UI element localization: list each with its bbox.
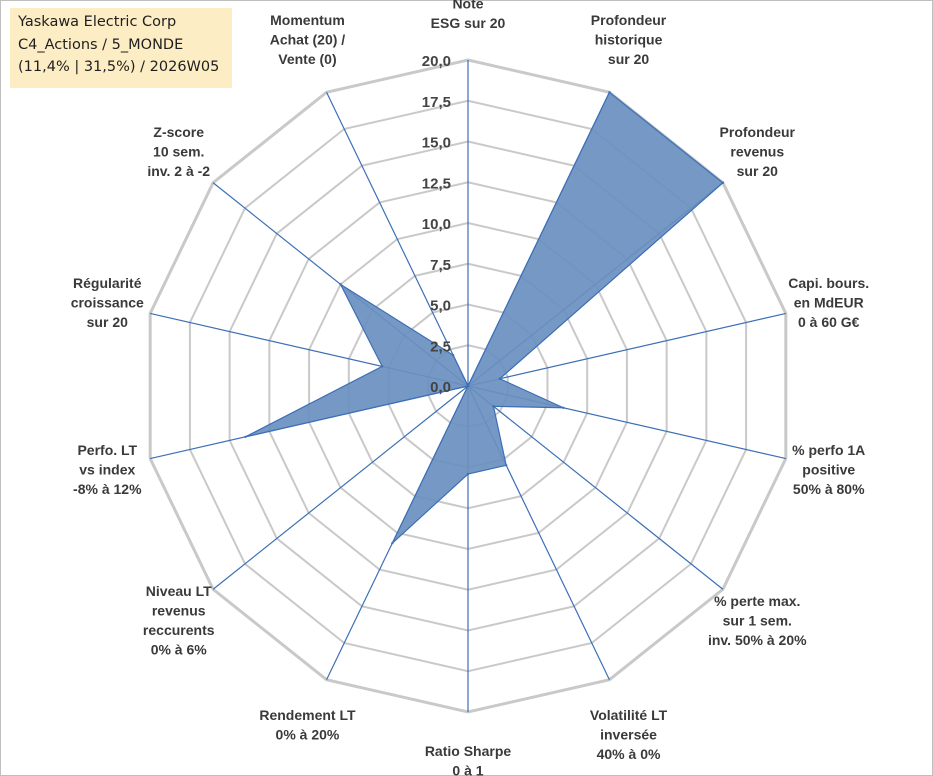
- axis-label: % perte max. sur 1 sem. inv. 50% à 20%: [708, 593, 807, 648]
- axis-spoke: [326, 92, 469, 387]
- data-point: [339, 283, 342, 286]
- axis-label-line: historique: [595, 31, 663, 47]
- tick-label: 15,0: [422, 135, 451, 152]
- axis-label-line: croissance: [71, 294, 144, 310]
- axis-label-line: 0% à 6%: [151, 642, 208, 658]
- axis-label: Rendement LT 0% à 20%: [259, 707, 356, 743]
- axis-label-line: inversée: [600, 727, 657, 743]
- axis-label: Volatilité LT inversée 40% à 0%: [590, 707, 668, 762]
- axis-label-line: inv. 2 à -2: [147, 163, 210, 179]
- axis-label-line: 0 à 1: [452, 763, 483, 776]
- axis-label-line: sur 20: [737, 163, 778, 179]
- tick-label: 5,0: [430, 298, 451, 315]
- axis-label-line: 10 sem.: [153, 144, 204, 160]
- data-point: [498, 377, 501, 380]
- tick-label: 20,0: [422, 53, 451, 70]
- data-point: [466, 472, 470, 476]
- axis-label: Régularité croissance sur 20: [71, 275, 144, 330]
- radial-tick-labels: 0,0 2,5 5,0 7,5 10,0 12,5 15,0 17,5 20,0: [422, 53, 451, 396]
- axis-label: Profondeur historique sur 20: [591, 12, 667, 67]
- data-point: [451, 353, 455, 357]
- axis-label: Perfo. LT vs index -8% à 12%: [73, 442, 142, 497]
- axis-label-line: vs index: [79, 462, 135, 478]
- axis-spoke: [467, 312, 786, 387]
- series-layer: [244, 91, 725, 545]
- title-box: Yaskawa Electric Corp C4_Actions / 5_MON…: [10, 8, 232, 88]
- axis-label-line: Momentum: [270, 12, 345, 28]
- axis-label-line: 0% à 20%: [276, 727, 340, 743]
- axis-label-line: Achat (20) /: [270, 31, 346, 47]
- axis-label: % perfo 1A positive 50% à 80%: [792, 442, 865, 497]
- axis-label-line: 0 à 60 G€: [798, 314, 860, 330]
- axis-label: Z-score 10 sem. inv. 2 à -2: [147, 124, 210, 179]
- axis-label: Ratio Sharpe 0 à 1: [425, 743, 512, 776]
- data-point: [466, 384, 470, 388]
- data-point: [391, 541, 394, 545]
- data-point: [492, 405, 495, 408]
- tick-label: 17,5: [422, 94, 451, 111]
- chart-subtitle-stats: (11,4% | 31,5%) / 2026W05: [18, 59, 220, 75]
- axis-label-line: % perfo 1A: [792, 442, 865, 458]
- axis-label-line: Note: [452, 0, 483, 12]
- axis-label-line: sur 20: [608, 51, 649, 67]
- axis-label-line: Niveau LT: [146, 583, 212, 599]
- axis-label-line: 50% à 80%: [793, 481, 865, 497]
- axis-label: Niveau LT revenus reccurents 0% à 6%: [143, 583, 215, 658]
- axis-label-line: Z-score: [153, 124, 204, 140]
- data-point: [562, 406, 565, 409]
- axis-label-line: ESG sur 20: [431, 15, 506, 31]
- data-point: [244, 435, 247, 438]
- axis-label-line: Capi. bours.: [788, 275, 869, 291]
- data-point: [721, 181, 725, 184]
- axis-label-line: -8% à 12%: [73, 481, 142, 497]
- data-point: [504, 464, 508, 467]
- axis-label-line: reccurents: [143, 622, 215, 638]
- tick-label: 12,5: [422, 175, 451, 192]
- chart-title: Yaskawa Electric Corp: [18, 14, 177, 30]
- axis-label: Note ESG sur 20: [431, 0, 506, 31]
- axis-label-line: Régularité: [73, 275, 142, 291]
- tick-label: 0,0: [430, 379, 451, 396]
- axis-label: Momentum Achat (20) / Vente (0): [270, 12, 346, 67]
- axis-spoke: [467, 385, 724, 590]
- axis-label-line: Volatilité LT: [590, 707, 668, 723]
- data-point: [608, 91, 611, 94]
- chart-subtitle-category: C4_Actions / 5_MONDE: [18, 36, 184, 53]
- axis-label-line: Vente (0): [278, 51, 336, 67]
- tick-label: 2,5: [430, 338, 451, 355]
- axis-label-line: Ratio Sharpe: [425, 743, 512, 759]
- axis-label-line: Profondeur: [591, 12, 667, 28]
- data-point: [380, 365, 384, 368]
- axis-label-line: revenus: [152, 603, 206, 619]
- axis-label: Profondeur revenus sur 20: [720, 124, 796, 179]
- axis-label-line: positive: [802, 462, 855, 478]
- axis-label-line: revenus: [730, 144, 784, 160]
- tick-label: 7,5: [430, 257, 451, 274]
- axis-label-line: sur 1 sem.: [723, 612, 792, 628]
- tick-label: 10,0: [422, 216, 451, 233]
- axis-label-line: Profondeur: [720, 124, 796, 140]
- axis-label-line: inv. 50% à 20%: [708, 632, 807, 648]
- axis-label-line: % perte max.: [714, 593, 800, 609]
- axis-label-line: 40% à 0%: [597, 746, 661, 762]
- axis-label-line: en MdEUR: [794, 294, 864, 310]
- axis-label-line: sur 20: [87, 314, 128, 330]
- axis-labels: Note ESG sur 20 Profondeur historique sur 20…: [71, 0, 869, 776]
- axis-label-line: Perfo. LT: [77, 442, 137, 458]
- series-area: [245, 91, 724, 544]
- axis-spoke: [212, 385, 469, 590]
- axis-label: Capi. bours. en MdEUR 0 à 60 G€: [788, 275, 869, 330]
- axis-label-line: Rendement LT: [259, 707, 356, 723]
